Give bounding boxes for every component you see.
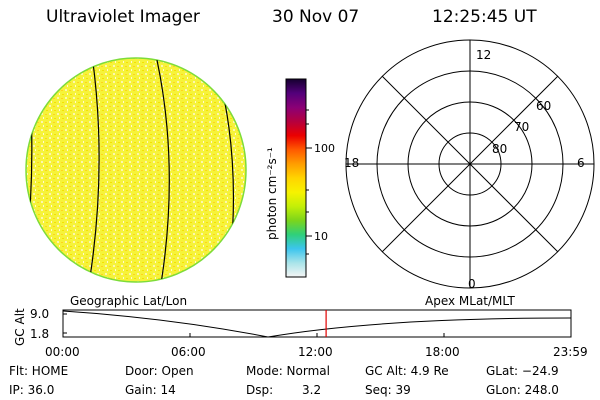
timeline-xtick-0000: 00:00 [45, 345, 80, 359]
dsp-label: Dsp: [246, 383, 274, 397]
time-label: 12:25:45 UT [432, 7, 537, 27]
door-status: Door: Open [125, 364, 194, 378]
mlt-label-12: 12 [476, 48, 491, 62]
colorbar: 100 10 photon cm⁻²s⁻¹ [265, 78, 335, 278]
gc-altitude: GC Alt: 4.9 Re [365, 364, 449, 378]
date-label: 30 Nov 07 [272, 7, 360, 27]
instrument-title: Ultraviolet Imager [46, 7, 200, 27]
timeline-xtick-1200: 12:00 [298, 345, 333, 359]
mlt-label-6: 6 [577, 156, 585, 170]
longitude-line [87, 58, 100, 282]
geographic-longitude: GLon: 248.0 [486, 383, 559, 397]
timeline-xtick-0600: 06:00 [171, 345, 206, 359]
earth-image [25, 57, 247, 283]
longitude-line [156, 59, 170, 282]
mlat-ring-60: 60 [536, 99, 551, 113]
timeline-xtick-1800: 18:00 [425, 345, 460, 359]
polar-labels: 12 18 6 0 60 70 80 [344, 48, 585, 291]
mlt-label-0: 0 [468, 277, 476, 291]
flight-status: Flt: HOME [9, 364, 69, 378]
mlat-ring-70: 70 [514, 120, 529, 134]
sequence-number: Seq: 39 [365, 383, 411, 397]
timeline-xtick-2359: 23:59 [553, 345, 588, 359]
polar-plot [345, 39, 595, 289]
colorbar-unit-label: photon cm⁻²s⁻¹ [265, 147, 279, 240]
apex-label: Apex MLat/MLT [425, 294, 515, 308]
altitude-timeline: GC Alt 9.0 1.8 00:00 06:00 12:00 18:00 2… [13, 307, 588, 359]
colorbar-tick-10: 10 [314, 230, 328, 243]
timeline-axis-title: GC Alt [13, 308, 27, 346]
timeline-ytick-9: 9.0 [30, 307, 49, 321]
gain-value: Gain: 14 [125, 383, 176, 397]
ip-value: IP: 36.0 [9, 383, 55, 397]
mlat-ring-80: 80 [492, 142, 507, 156]
geographic-latitude: GLat: −24.9 [486, 364, 559, 378]
timeline-ytick-1.8: 1.8 [30, 327, 49, 341]
mlt-label-18: 18 [344, 156, 359, 170]
dsp-value: 3.2 [302, 383, 322, 397]
mode-status: Mode: Normal [246, 364, 330, 378]
geographic-label: Geographic Lat/Lon [70, 294, 188, 308]
colorbar-tick-100: 100 [314, 142, 335, 155]
